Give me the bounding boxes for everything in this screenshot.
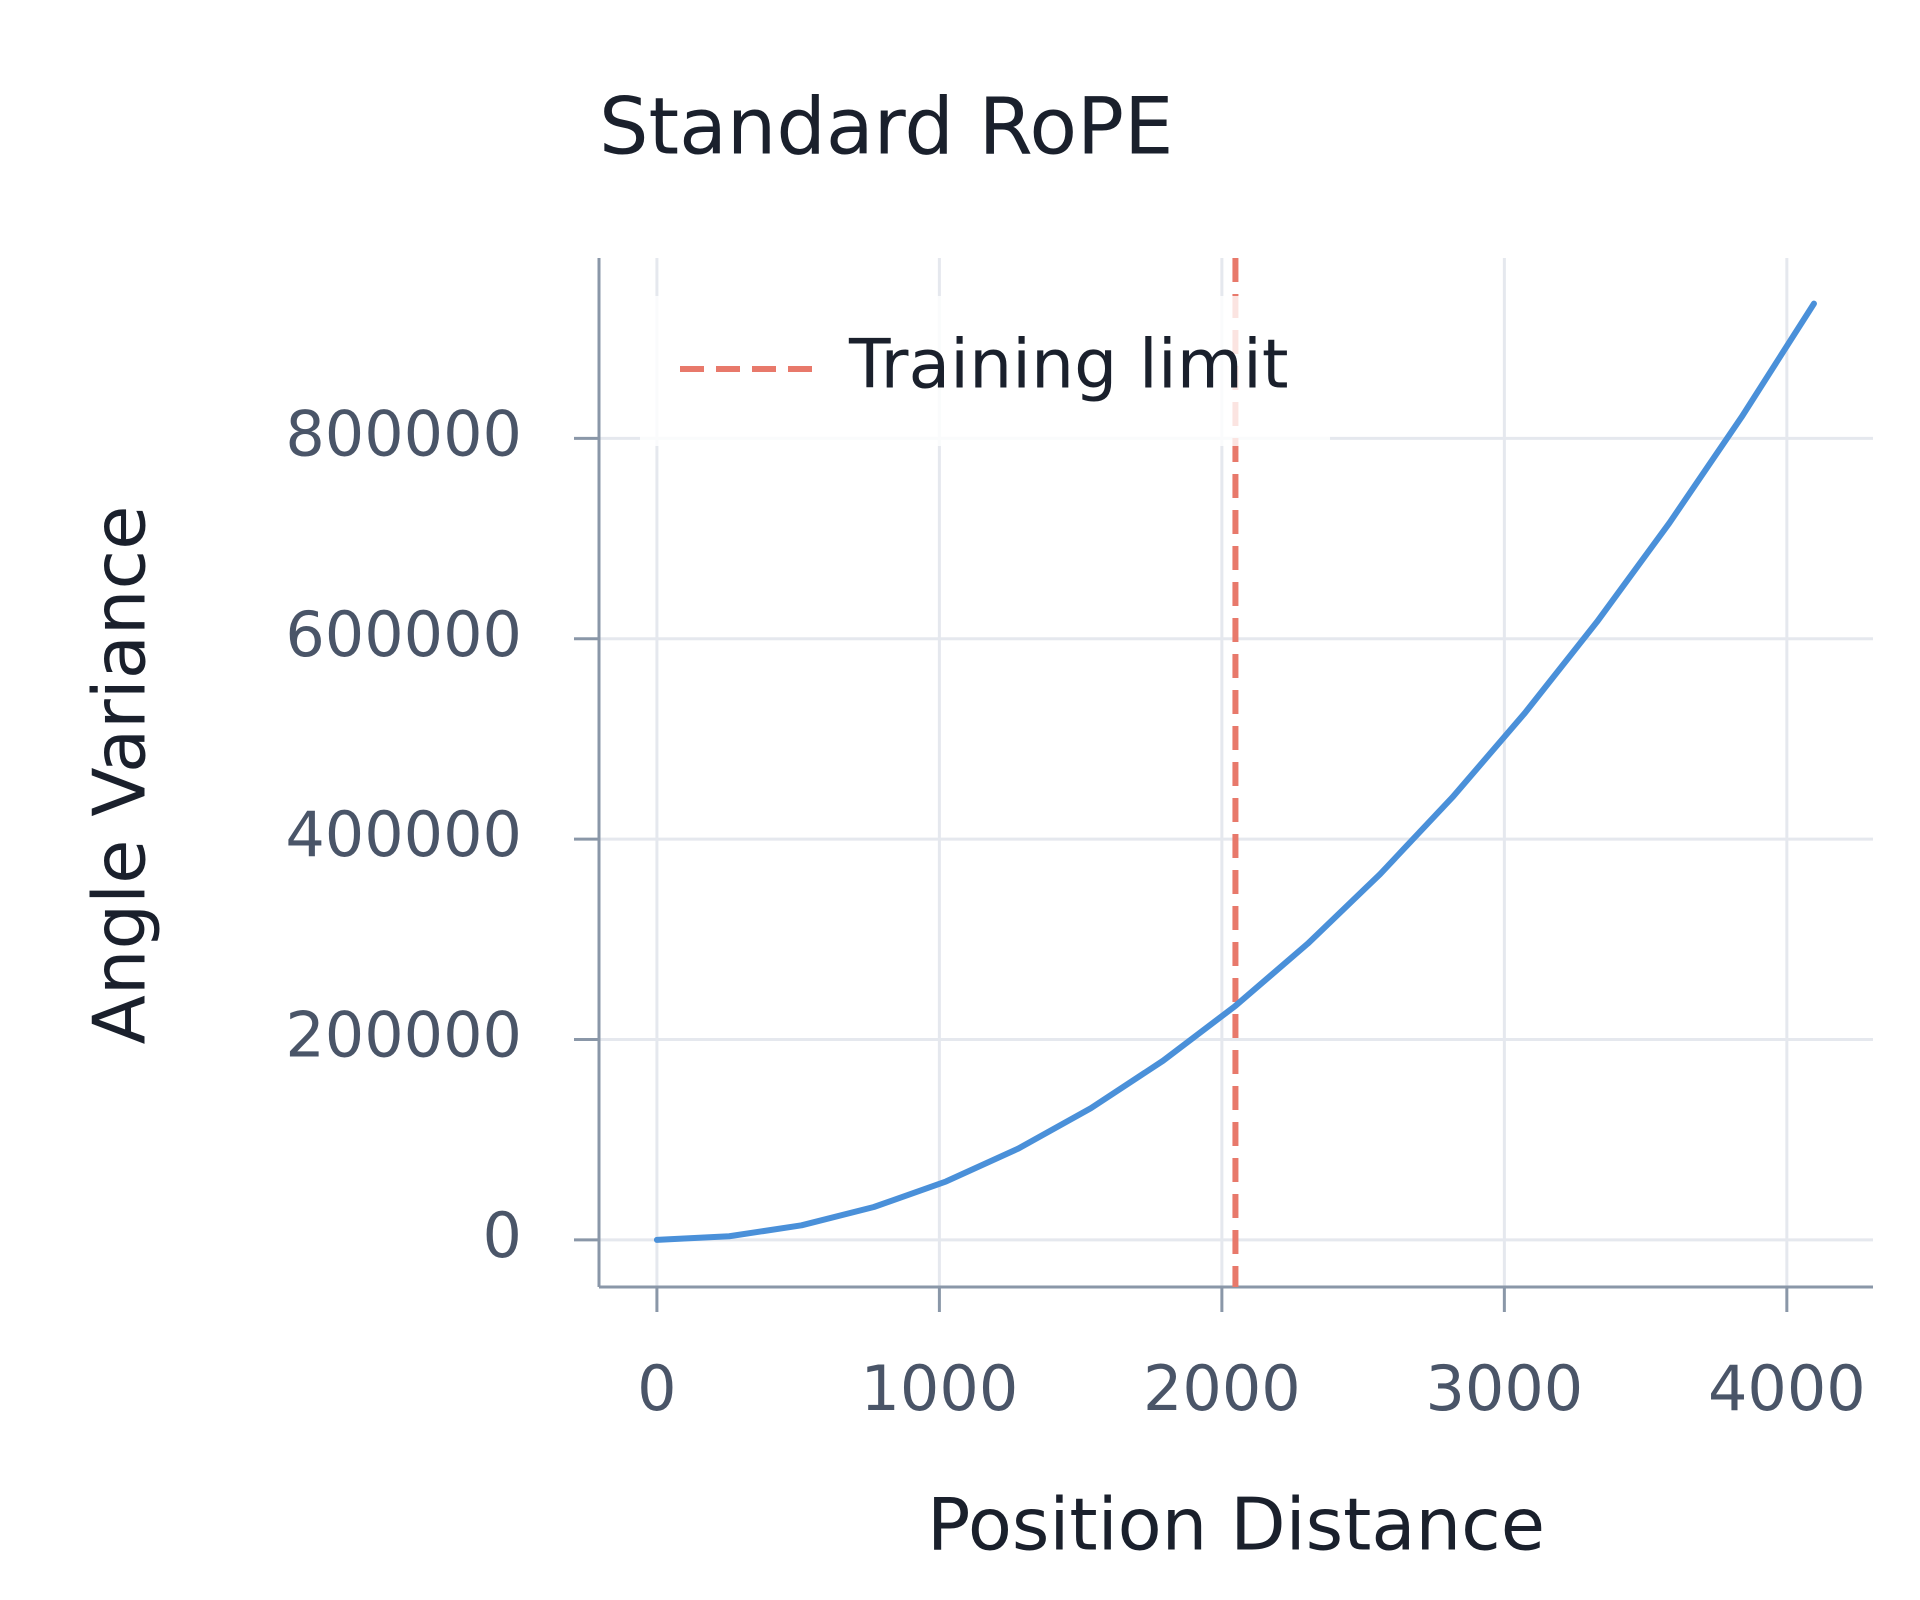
- x-tick-label: 4000: [1708, 1352, 1866, 1425]
- y-tick-label: 0: [483, 1199, 522, 1272]
- y-tick-label: 600000: [285, 598, 522, 671]
- x-tick-label: 1000: [860, 1352, 1018, 1425]
- x-tick-label: 3000: [1425, 1352, 1583, 1425]
- y-tick-label: 800000: [285, 397, 522, 470]
- x-tick-label: 0: [637, 1352, 676, 1425]
- y-tick-label: 400000: [285, 798, 522, 871]
- data-line: [653, 300, 1817, 1243]
- x-axis-label: Position Distance: [927, 1483, 1545, 1567]
- x-tick-label: 2000: [1143, 1352, 1301, 1425]
- chart-title: Standard RoPE: [599, 82, 1173, 172]
- y-tick-label: 200000: [285, 999, 522, 1072]
- legend-label: Training limit: [848, 326, 1289, 405]
- y-axis-label: Angle Variance: [78, 506, 162, 1045]
